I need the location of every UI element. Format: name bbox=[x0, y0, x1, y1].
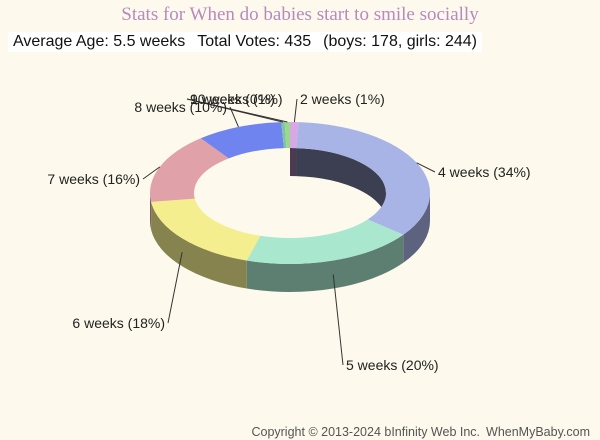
leader-line bbox=[332, 274, 344, 366]
gender-breakdown: (boys: 178, girls: 244) bbox=[323, 33, 477, 50]
stats-summary: Average Age: 5.5 weeks Total Votes: 435 (b… bbox=[8, 32, 482, 52]
footer: Copyright © 2013-2024 bInfinity Web Inc.… bbox=[251, 425, 590, 439]
slice-outer-wall bbox=[246, 234, 404, 292]
slice-0[interactable] bbox=[290, 122, 299, 149]
slice-label: 7 weeks (16%) bbox=[47, 171, 140, 187]
slice-inner-wall bbox=[290, 148, 297, 177]
slice-2[interactable] bbox=[246, 219, 404, 264]
slice-label: 9 weeks (0%) bbox=[190, 91, 275, 107]
slice-3[interactable] bbox=[151, 198, 261, 261]
slice-1[interactable] bbox=[296, 122, 430, 235]
leader-line bbox=[167, 252, 183, 324]
slice-5[interactable] bbox=[200, 122, 284, 159]
leader-line bbox=[186, 98, 288, 123]
slice-outer-wall bbox=[403, 193, 430, 263]
slice-7[interactable] bbox=[284, 122, 290, 149]
average-age: Average Age: 5.5 weeks bbox=[13, 33, 186, 50]
slice-label: 8 weeks (10%) bbox=[134, 99, 227, 115]
leader-line bbox=[416, 162, 436, 173]
slice-label: 6 weeks (18%) bbox=[72, 315, 165, 331]
leader-line bbox=[293, 98, 298, 123]
leader-line bbox=[142, 166, 161, 180]
slice-6[interactable] bbox=[281, 122, 287, 149]
total-votes: Total Votes: 435 bbox=[197, 33, 312, 50]
slice-label: 10 weeks (1%) bbox=[190, 91, 283, 107]
slice-label: 2 weeks (1%) bbox=[300, 91, 385, 107]
slice-outer-wall bbox=[151, 201, 247, 289]
slice-inner-wall bbox=[296, 148, 386, 221]
copyright-text: Copyright © 2013-2024 bInfinity Web Inc. bbox=[251, 425, 481, 439]
slice-outer-wall bbox=[150, 193, 152, 230]
chart-title: Stats for When do babies start to smile … bbox=[121, 4, 479, 25]
slice-label: 5 weeks (20%) bbox=[346, 357, 439, 373]
slice-label: 4 weeks (34%) bbox=[438, 164, 531, 180]
site-link[interactable]: WhenMyBaby.com bbox=[486, 425, 590, 439]
leader-line bbox=[229, 106, 239, 128]
slice-4[interactable] bbox=[150, 138, 229, 202]
